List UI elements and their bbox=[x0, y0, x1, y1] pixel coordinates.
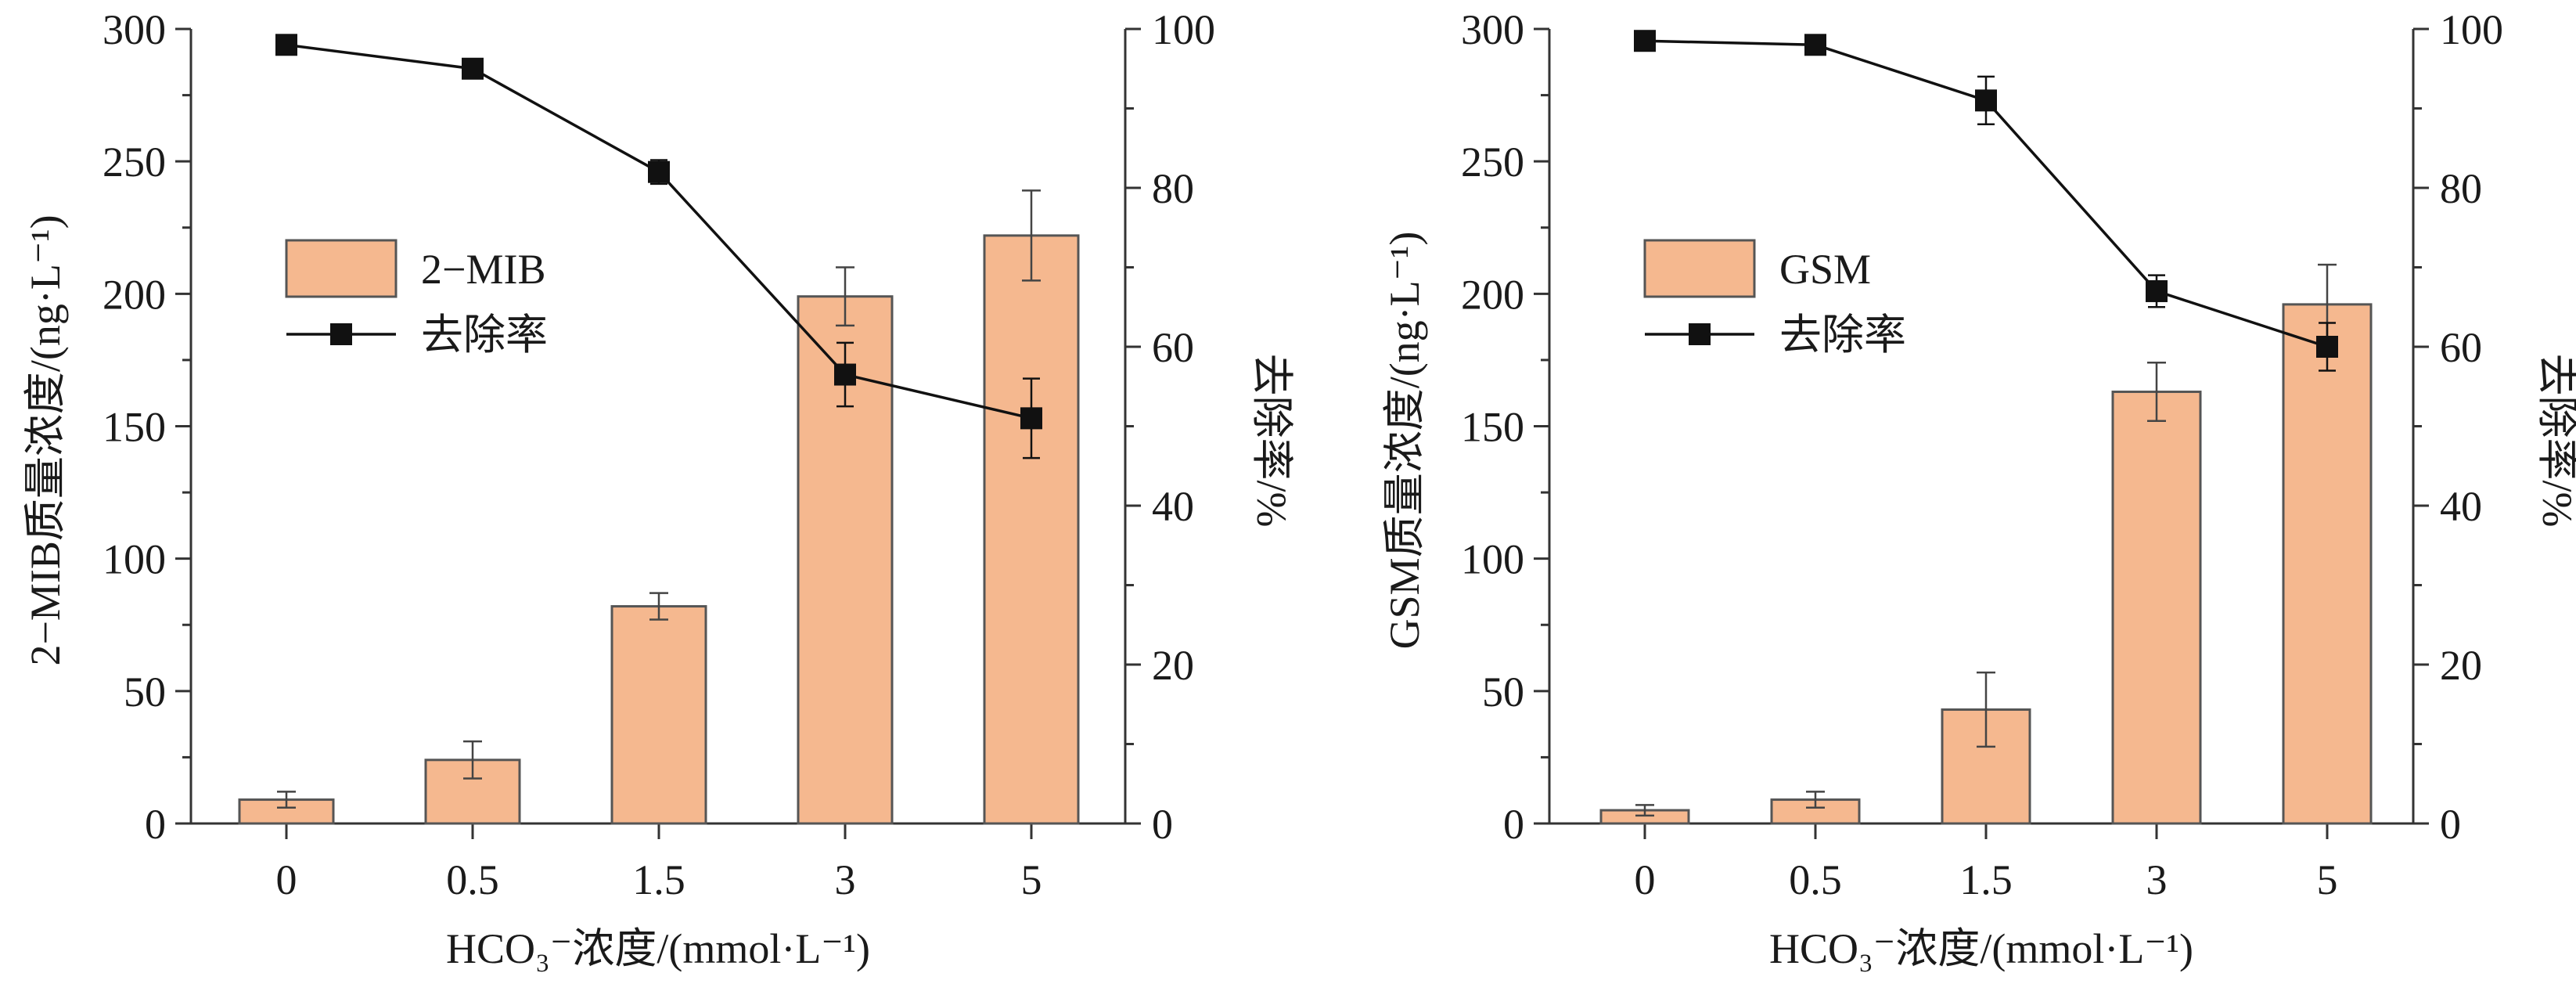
bar bbox=[610, 605, 707, 825]
removal-rate-marker bbox=[834, 363, 856, 386]
removal-rate-marker bbox=[2146, 279, 2168, 302]
x-tick-label: 1.5 bbox=[632, 856, 685, 903]
chart-panel-2: 0 50 100 150 200 250 300 0 20 40 60 80 100 0 0.5 1.5 3 5 G… bbox=[1381, 6, 2576, 972]
right-tick-label: 80 bbox=[1152, 165, 1194, 212]
right-tick-label: 20 bbox=[2440, 642, 2482, 689]
right-tick-label: 40 bbox=[2440, 483, 2482, 530]
right-tick-label: 100 bbox=[1152, 6, 1215, 53]
removal-rate-marker bbox=[1634, 30, 1656, 52]
removal-rate-marker bbox=[1020, 407, 1042, 430]
y-axis-right-title: 去除率/% bbox=[2534, 354, 2576, 528]
left-tick-label: 100 bbox=[103, 536, 166, 583]
right-tick-label: 20 bbox=[1152, 642, 1194, 689]
bar bbox=[2282, 303, 2373, 825]
legend-line-label: 去除率 bbox=[1779, 312, 1906, 359]
x-tick-label: 0 bbox=[276, 856, 297, 903]
left-tick-label: 150 bbox=[103, 404, 166, 451]
x-tick-label: 3 bbox=[835, 856, 856, 903]
left-tick-label: 300 bbox=[1461, 6, 1524, 53]
left-tick-label: 300 bbox=[103, 6, 166, 53]
legend-bar-label: 2−MIB bbox=[421, 246, 545, 293]
chart-panel-1: 0 50 100 150 200 250 300 0 20 40 60 80 100 0 0.5 1.5 3 5 2… bbox=[22, 6, 1295, 972]
removal-rate-marker bbox=[648, 160, 670, 183]
x-axis-title: HCO₃⁻浓度/(mmol·L⁻¹) bbox=[1769, 925, 2193, 972]
left-tick-label: 200 bbox=[103, 271, 166, 318]
removal-rate-marker bbox=[2316, 336, 2338, 358]
removal-rate-marker bbox=[1975, 89, 1997, 112]
legend-bar-swatch bbox=[1643, 239, 1756, 298]
right-tick-label: 0 bbox=[2440, 801, 2461, 848]
left-tick-label: 50 bbox=[124, 668, 166, 715]
y-axis-right-title: 去除率/% bbox=[1248, 354, 1295, 528]
left-tick-label: 250 bbox=[1461, 139, 1524, 186]
right-tick-label: 60 bbox=[2440, 324, 2482, 371]
bar bbox=[2111, 391, 2202, 825]
y-axis-title: GSM质量浓度/(ng·L⁻¹) bbox=[1381, 232, 1428, 650]
x-tick-label: 5 bbox=[1021, 856, 1042, 903]
legend-line-label: 去除率 bbox=[421, 312, 548, 359]
x-tick-label: 0 bbox=[1635, 856, 1656, 903]
x-tick-label: 3 bbox=[2146, 856, 2168, 903]
legend-bar-label: GSM bbox=[1779, 246, 1871, 293]
right-tick-label: 60 bbox=[1152, 324, 1194, 371]
removal-rate-marker bbox=[462, 57, 484, 80]
removal-rate-line bbox=[286, 43, 1032, 420]
left-tick-label: 100 bbox=[1461, 536, 1524, 583]
right-tick-label: 40 bbox=[1152, 483, 1194, 530]
y-axis-title: 2−MIB质量浓度/(ng·L⁻¹) bbox=[22, 214, 69, 665]
x-tick-label: 5 bbox=[2317, 856, 2338, 903]
bar bbox=[983, 234, 1080, 825]
legend-line-marker bbox=[330, 323, 352, 345]
right-tick-label: 80 bbox=[2440, 165, 2482, 212]
removal-rate-marker bbox=[275, 34, 297, 56]
legend-line-marker bbox=[1689, 323, 1711, 345]
x-axis-title: HCO₃⁻浓度/(mmol·L⁻¹) bbox=[446, 925, 870, 972]
legend-bar-swatch bbox=[285, 239, 398, 298]
x-tick-label: 0.5 bbox=[1789, 856, 1842, 903]
left-tick-label: 0 bbox=[1503, 801, 1524, 848]
left-tick-label: 50 bbox=[1482, 668, 1524, 715]
left-tick-label: 250 bbox=[103, 139, 166, 186]
x-tick-label: 0.5 bbox=[446, 856, 499, 903]
x-tick-label: 1.5 bbox=[1959, 856, 2013, 903]
removal-rate-marker bbox=[1804, 34, 1826, 56]
right-tick-label: 100 bbox=[2440, 6, 2503, 53]
right-tick-label: 0 bbox=[1152, 801, 1173, 848]
left-tick-label: 150 bbox=[1461, 404, 1524, 451]
left-tick-label: 200 bbox=[1461, 271, 1524, 318]
left-tick-label: 0 bbox=[145, 801, 166, 848]
